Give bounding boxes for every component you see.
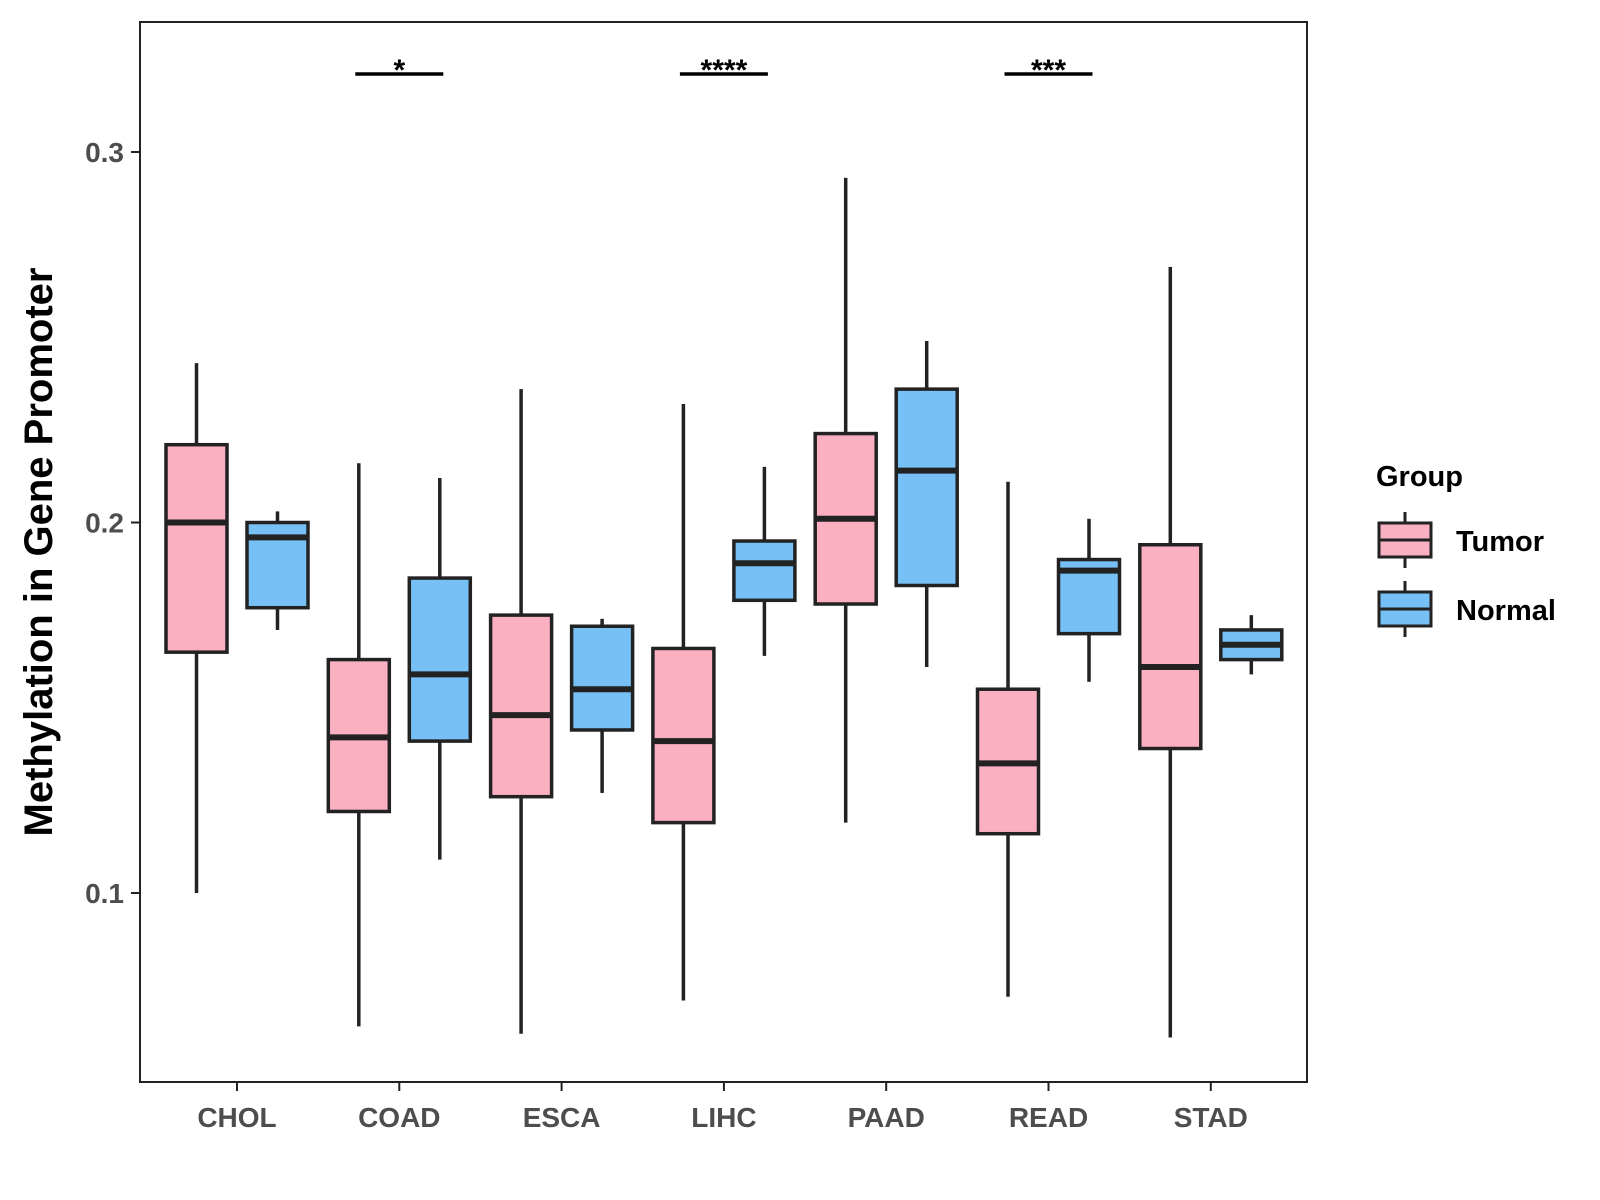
y-tick-label: 0.1 bbox=[85, 878, 124, 909]
iqr-box bbox=[732, 539, 797, 603]
box-tumor-stad bbox=[1138, 266, 1203, 1038]
y-tick-label: 0.2 bbox=[85, 508, 124, 539]
box-normal-lihc bbox=[732, 466, 797, 656]
iqr-box bbox=[488, 613, 554, 799]
box-tumor-lihc bbox=[651, 403, 716, 1001]
y-axis-title: Methylation in Gene Promoter bbox=[17, 268, 61, 837]
significance-label: *** bbox=[1031, 54, 1066, 87]
significance-label: **** bbox=[701, 54, 748, 87]
x-tick-label-esca: ESCA bbox=[523, 1102, 601, 1133]
significance-label: * bbox=[393, 54, 405, 87]
box-normal-paad bbox=[894, 340, 959, 667]
legend-label: Normal bbox=[1456, 595, 1556, 627]
iqr-box bbox=[407, 576, 473, 743]
x-tick-label-lihc: LIHC bbox=[691, 1102, 756, 1133]
significance-coad: * bbox=[355, 54, 444, 87]
box-normal-coad bbox=[407, 478, 473, 860]
iqr-box bbox=[569, 624, 635, 732]
box-tumor-read bbox=[975, 481, 1041, 997]
box-normal-esca bbox=[569, 618, 635, 793]
x-tick-label-read: READ bbox=[1009, 1102, 1088, 1133]
significance-annotations: * **** *** bbox=[355, 54, 1093, 87]
significance-lihc: **** bbox=[679, 54, 768, 87]
x-tick-label-coad: COAD bbox=[358, 1102, 440, 1133]
x-tick-label-paad: PAAD bbox=[848, 1102, 925, 1133]
x-tick-label-chol: CHOL bbox=[197, 1102, 276, 1133]
y-axis: 0.1 0.2 0.3 bbox=[85, 137, 140, 909]
x-axis: CHOL COAD ESCA LIHC PAAD READ STAD bbox=[197, 1082, 1248, 1133]
legend-label: Tumor bbox=[1456, 526, 1544, 558]
box-normal-read bbox=[1056, 518, 1122, 682]
box-layer bbox=[164, 177, 1284, 1038]
panel-border bbox=[139, 21, 1308, 1083]
iqr-box bbox=[164, 442, 229, 654]
box-normal-stad bbox=[1219, 615, 1284, 675]
box-tumor-coad bbox=[326, 463, 392, 1027]
box-tumor-chol bbox=[164, 363, 229, 893]
box-normal-chol bbox=[245, 511, 310, 630]
box-tumor-esca bbox=[488, 389, 554, 1034]
iqr-box bbox=[1138, 542, 1203, 751]
x-tick-label-stad: STAD bbox=[1174, 1102, 1248, 1133]
legend: Group Tumor Normal bbox=[1376, 461, 1556, 637]
y-tick-label: 0.3 bbox=[85, 137, 124, 168]
legend-item-tumor: Tumor bbox=[1377, 512, 1544, 568]
legend-title: Group bbox=[1376, 461, 1463, 493]
iqr-box bbox=[651, 646, 716, 825]
box-tumor-paad bbox=[813, 177, 878, 823]
significance-read: *** bbox=[1004, 54, 1093, 87]
iqr-box bbox=[894, 387, 959, 588]
legend-item-normal: Normal bbox=[1377, 581, 1556, 637]
